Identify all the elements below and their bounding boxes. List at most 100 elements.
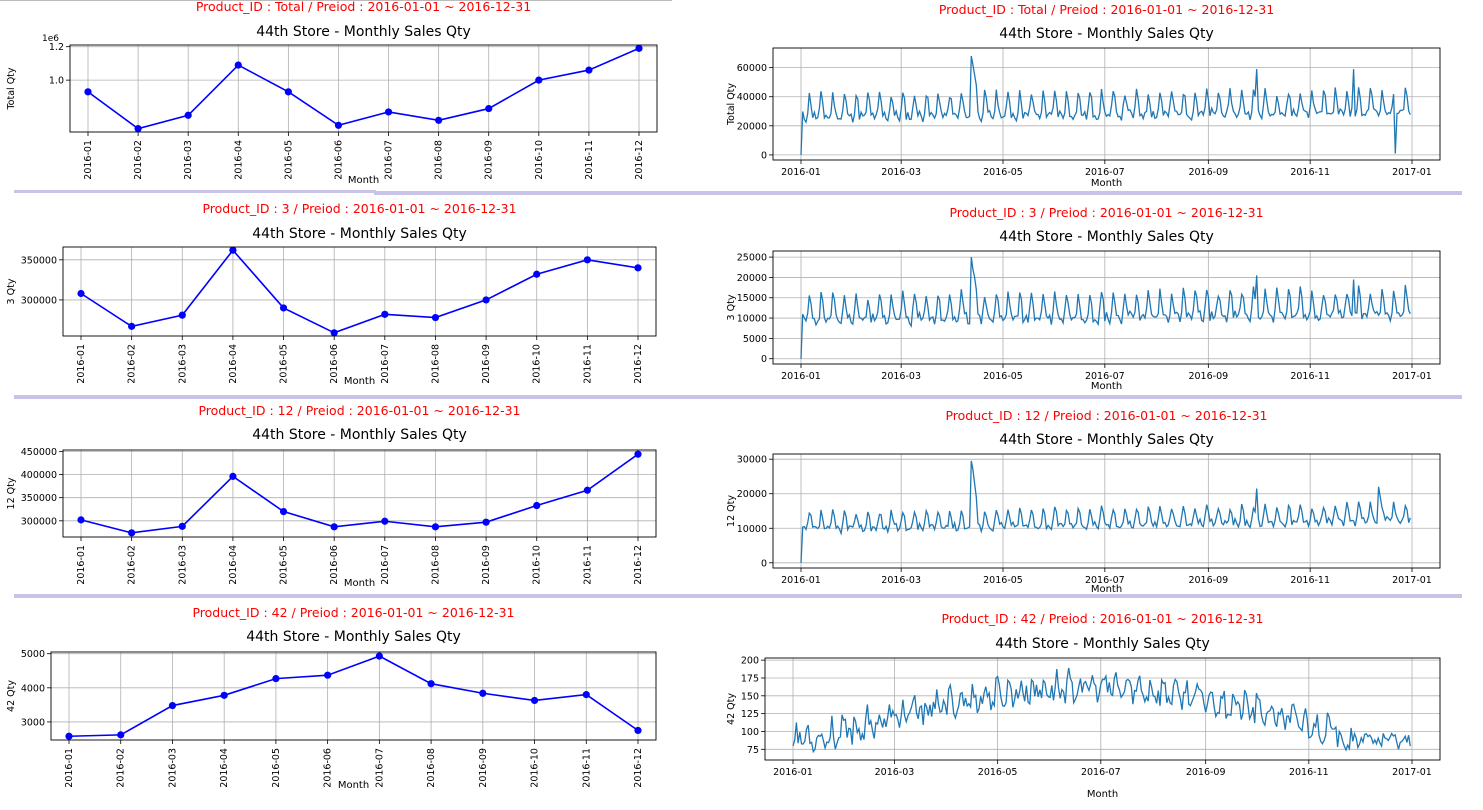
- data-point: [482, 518, 490, 526]
- x-tick-label: 2016-02: [133, 140, 144, 180]
- plot-frame: [62, 449, 657, 538]
- data-point: [279, 507, 288, 516]
- row-separator: [14, 190, 376, 193]
- x-tick-label: 2016-09: [484, 140, 495, 180]
- x-tick-label: 2016-01: [781, 371, 821, 382]
- x-axis-label: Month: [348, 175, 379, 186]
- chart-title: 44th Store - Monthly Sales Qty: [999, 26, 1214, 42]
- x-tick-label: 2016-03: [167, 748, 178, 788]
- y-tick-label: 30000: [737, 455, 767, 466]
- data-point: [330, 329, 338, 337]
- x-tick-label: 2016-02: [127, 545, 138, 585]
- x-tick-label: 2016-07: [380, 344, 391, 384]
- product-period-heading: Product_ID : Total / Preiod : 2016-01-01…: [939, 2, 1274, 17]
- x-tick-label: 2016-06: [333, 140, 344, 180]
- x-tick-label: 2016-09: [1188, 575, 1228, 586]
- x-tick-label: 2016-09: [1188, 167, 1228, 178]
- x-tick-label: 2016-01: [64, 748, 75, 788]
- x-axis-label: Month: [1087, 789, 1118, 800]
- row-separator: [14, 395, 1462, 399]
- x-tick-label: 2016-09: [1188, 371, 1228, 382]
- data-point: [117, 731, 125, 739]
- x-axis-label: Month: [1091, 381, 1122, 392]
- plot-frame: [772, 453, 1441, 569]
- x-axis-label: Month: [338, 780, 369, 791]
- plot-frame: [62, 246, 657, 337]
- x-tick-label: 2016-10: [530, 748, 541, 788]
- data-point: [184, 111, 192, 119]
- x-tick-label: 2016-11: [1290, 371, 1330, 382]
- y-tick-label: 40000: [737, 92, 767, 103]
- x-tick-label: 2016-05: [271, 748, 282, 788]
- data-point: [134, 125, 142, 133]
- y-tick-label: 350000: [21, 255, 57, 266]
- data-point: [128, 322, 136, 330]
- y-axis-label: 3 Qty: [726, 294, 737, 320]
- x-tick-label: 2016-03: [881, 575, 921, 586]
- plot-frame: [50, 651, 657, 741]
- x-tick-label: 2016-11: [1289, 767, 1329, 778]
- y-tick-label: 3000: [21, 717, 45, 728]
- x-tick-label: 2016-02: [127, 344, 138, 384]
- product-period-heading: Product_ID : 12 / Preiod : 2016-01-01 ~ …: [198, 403, 520, 418]
- plot-frame: [764, 657, 1441, 761]
- x-tick-label: 2016-10: [532, 344, 543, 384]
- product-period-heading: Product_ID : 12 / Preiod : 2016-01-01 ~ …: [945, 408, 1267, 423]
- y-tick-label: 15000: [737, 293, 767, 304]
- x-tick-label: 2016-12: [633, 344, 644, 384]
- chart-title: 44th Store - Monthly Sales Qty: [246, 629, 461, 645]
- data-point: [220, 691, 228, 699]
- product-period-heading: Product_ID : 42 / Preiod : 2016-01-01 ~ …: [941, 611, 1263, 626]
- x-tick-label: 2016-05: [983, 371, 1023, 382]
- y-tick-label: 0: [761, 150, 767, 161]
- x-tick-label: 2016-01: [781, 575, 821, 586]
- data-point: [427, 680, 435, 688]
- x-tick-label: 2016-07: [1081, 767, 1121, 778]
- x-tick-label: 2016-08: [430, 344, 441, 384]
- x-axis-label: Month: [344, 578, 375, 589]
- series-line: [87, 47, 640, 130]
- data-point: [84, 88, 92, 96]
- x-tick-label: 2016-05: [978, 767, 1018, 778]
- data-point: [431, 523, 440, 531]
- plot-frame: [69, 44, 658, 133]
- x-tick-label: 2017-01: [1392, 167, 1432, 178]
- x-tick-label: 2016-04: [228, 344, 239, 384]
- x-axis-label: Month: [344, 376, 375, 387]
- x-tick-label: 2016-05: [983, 167, 1023, 178]
- x-tick-label: 2016-11: [582, 344, 593, 384]
- monthly-chart: Product_ID : 12 / Preiod : 2016-01-01 ~ …: [6, 403, 657, 589]
- x-tick-label: 2017-01: [1392, 371, 1432, 382]
- x-tick-label: 2016-05: [983, 575, 1023, 586]
- chart-title: 44th Store - Monthly Sales Qty: [999, 432, 1214, 448]
- daily-chart: Product_ID : 12 / Preiod : 2016-01-01 ~ …: [726, 408, 1441, 595]
- x-tick-label: 2016-12: [634, 140, 645, 180]
- chart-title: 44th Store - Monthly Sales Qty: [252, 226, 467, 242]
- series-line: [80, 453, 639, 534]
- x-tick-label: 2016-03: [183, 140, 194, 180]
- x-tick-label: 2016-01: [781, 167, 821, 178]
- y-tick-label: 5000: [743, 334, 767, 345]
- data-point: [583, 486, 591, 494]
- data-point: [178, 311, 186, 319]
- x-tick-label: 2016-01: [83, 140, 94, 180]
- y-tick-label: 150: [741, 691, 759, 702]
- series-line: [80, 248, 639, 334]
- data-point: [585, 66, 593, 74]
- y-tick-label: 20000: [737, 273, 767, 284]
- x-tick-label: 2016-01: [76, 344, 87, 384]
- x-tick-label: 2016-09: [478, 748, 489, 788]
- y-tick-label: 125: [741, 709, 759, 720]
- data-point: [634, 450, 642, 458]
- y-tick-label: 10000: [737, 314, 767, 325]
- y-tick-label: 1.2: [49, 42, 64, 53]
- x-axis-label: Month: [1091, 178, 1122, 189]
- y-axis-label: 42 Qty: [6, 680, 17, 712]
- x-tick-label: 2016-08: [426, 748, 437, 788]
- y-axis-label: 3 Qty: [6, 278, 17, 304]
- x-tick-label: 2016-07: [380, 545, 391, 585]
- y-tick-label: 400000: [21, 470, 57, 481]
- series-line: [800, 257, 1411, 359]
- data-point: [435, 116, 443, 124]
- x-tick-label: 2016-11: [1290, 575, 1330, 586]
